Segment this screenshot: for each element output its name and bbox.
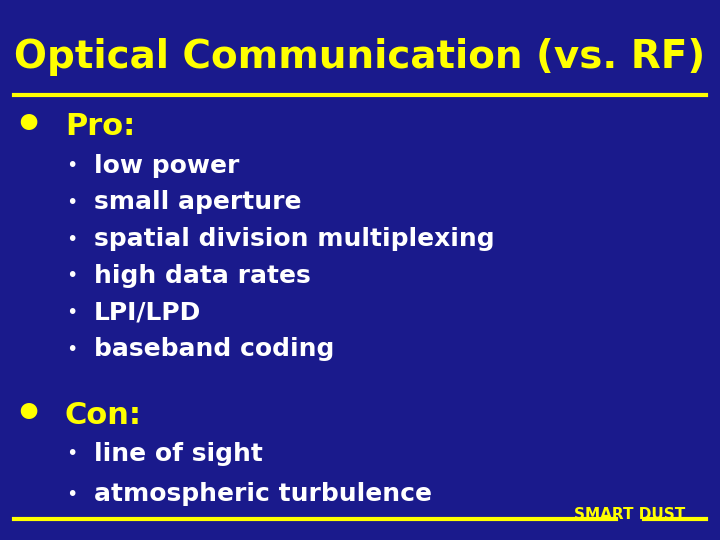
Text: high data rates: high data rates (94, 264, 310, 288)
Text: small aperture: small aperture (94, 191, 301, 214)
Text: •: • (14, 104, 44, 150)
Text: •: • (66, 340, 78, 359)
Text: spatial division multiplexing: spatial division multiplexing (94, 227, 494, 251)
Text: baseband coding: baseband coding (94, 338, 334, 361)
Text: Pro:: Pro: (65, 112, 135, 141)
Text: Con:: Con: (65, 401, 142, 430)
Text: •: • (66, 484, 78, 504)
Text: •: • (66, 444, 78, 463)
Text: line of sight: line of sight (94, 442, 263, 465)
Text: •: • (66, 156, 78, 176)
Text: •: • (66, 193, 78, 212)
Text: atmospheric turbulence: atmospheric turbulence (94, 482, 431, 506)
Text: LPI/LPD: LPI/LPD (94, 301, 201, 325)
Text: •: • (66, 230, 78, 249)
Text: •: • (66, 303, 78, 322)
Text: Optical Communication (vs. RF): Optical Communication (vs. RF) (14, 38, 706, 76)
Text: low power: low power (94, 154, 239, 178)
Text: •: • (66, 266, 78, 286)
Text: •: • (14, 393, 44, 438)
Text: SMART DUST: SMART DUST (575, 507, 685, 522)
